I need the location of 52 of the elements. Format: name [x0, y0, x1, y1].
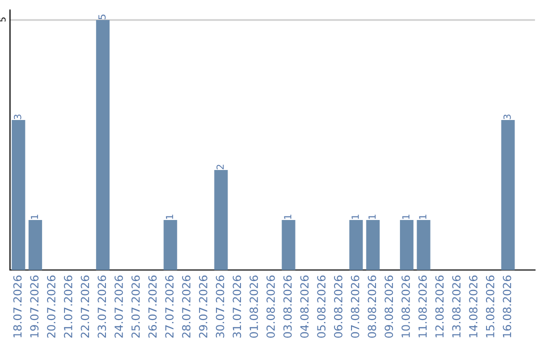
x-tick-label: 13.08.2026	[452, 276, 461, 338]
bar	[164, 220, 178, 270]
x-tick-label: 07.08.2026	[350, 276, 360, 338]
x-tick-label: 16.08.2026	[502, 276, 512, 338]
x-tick-label: 11.08.2026	[418, 276, 427, 338]
data-label: 1	[352, 214, 359, 219]
x-tick-label: 24.07.2026	[114, 276, 123, 338]
x-tick-label: 04.08.2026	[300, 276, 309, 338]
x-tick-label: 19.07.2026	[30, 276, 39, 338]
data-label: 1	[166, 214, 174, 219]
bar	[416, 220, 430, 270]
x-tick-label: 23.07.2026	[98, 276, 106, 338]
x-tick-label: 14.08.2026	[469, 276, 478, 338]
x-tick-label: 01.08.2026	[250, 276, 258, 338]
x-tick-label: 02.08.2026	[266, 276, 275, 338]
x-tick-label: 21.07.2026	[64, 276, 72, 338]
x-tick-label: 26.07.2026	[148, 276, 157, 338]
x-tick-label: 22.07.2026	[80, 276, 90, 338]
bar	[282, 220, 296, 270]
data-label: 1	[284, 214, 292, 219]
x-tick-label: 09.08.2026	[384, 276, 394, 338]
bar	[366, 220, 380, 270]
x-tick-label: 08.08.2026	[368, 276, 376, 338]
x-tick-label: 18.07.2026	[13, 276, 22, 338]
bar	[501, 120, 515, 270]
bar	[96, 20, 110, 270]
x-tick-label: 25.07.2026	[131, 276, 140, 338]
x-tick-label: 05.08.2026	[317, 276, 326, 338]
x-tick-label: 27.07.2026	[165, 276, 174, 338]
x-tick-label: 06.08.2026	[334, 276, 342, 338]
data-label: 3	[503, 114, 511, 120]
data-label: 2	[216, 164, 224, 170]
x-tick-label: 12.08.2026	[435, 276, 444, 338]
data-label: 3	[14, 114, 22, 120]
x-tick-label: 20.07.2026	[47, 276, 56, 338]
data-label: 1	[402, 214, 410, 219]
bar	[214, 170, 228, 270]
bar	[349, 220, 363, 270]
bar	[12, 120, 26, 270]
x-tick-label: 31.07.2026	[232, 276, 242, 338]
data-label: 1	[368, 214, 376, 219]
x-tick-label: 29.07.2026	[198, 276, 208, 338]
x-tick-label: 10.08.2026	[402, 276, 410, 338]
data-label: 1	[419, 214, 426, 219]
x-tick-label: 15.08.2026	[486, 276, 494, 338]
x-tick-label: 03.08.2026	[283, 276, 292, 338]
x-tick-label: 28.07.2026	[182, 276, 190, 338]
x-tick-label: 30.07.2026	[216, 276, 224, 338]
data-label: 1	[30, 214, 38, 219]
bar	[28, 220, 42, 270]
bar	[400, 220, 414, 270]
data-label: 5	[98, 14, 106, 20]
